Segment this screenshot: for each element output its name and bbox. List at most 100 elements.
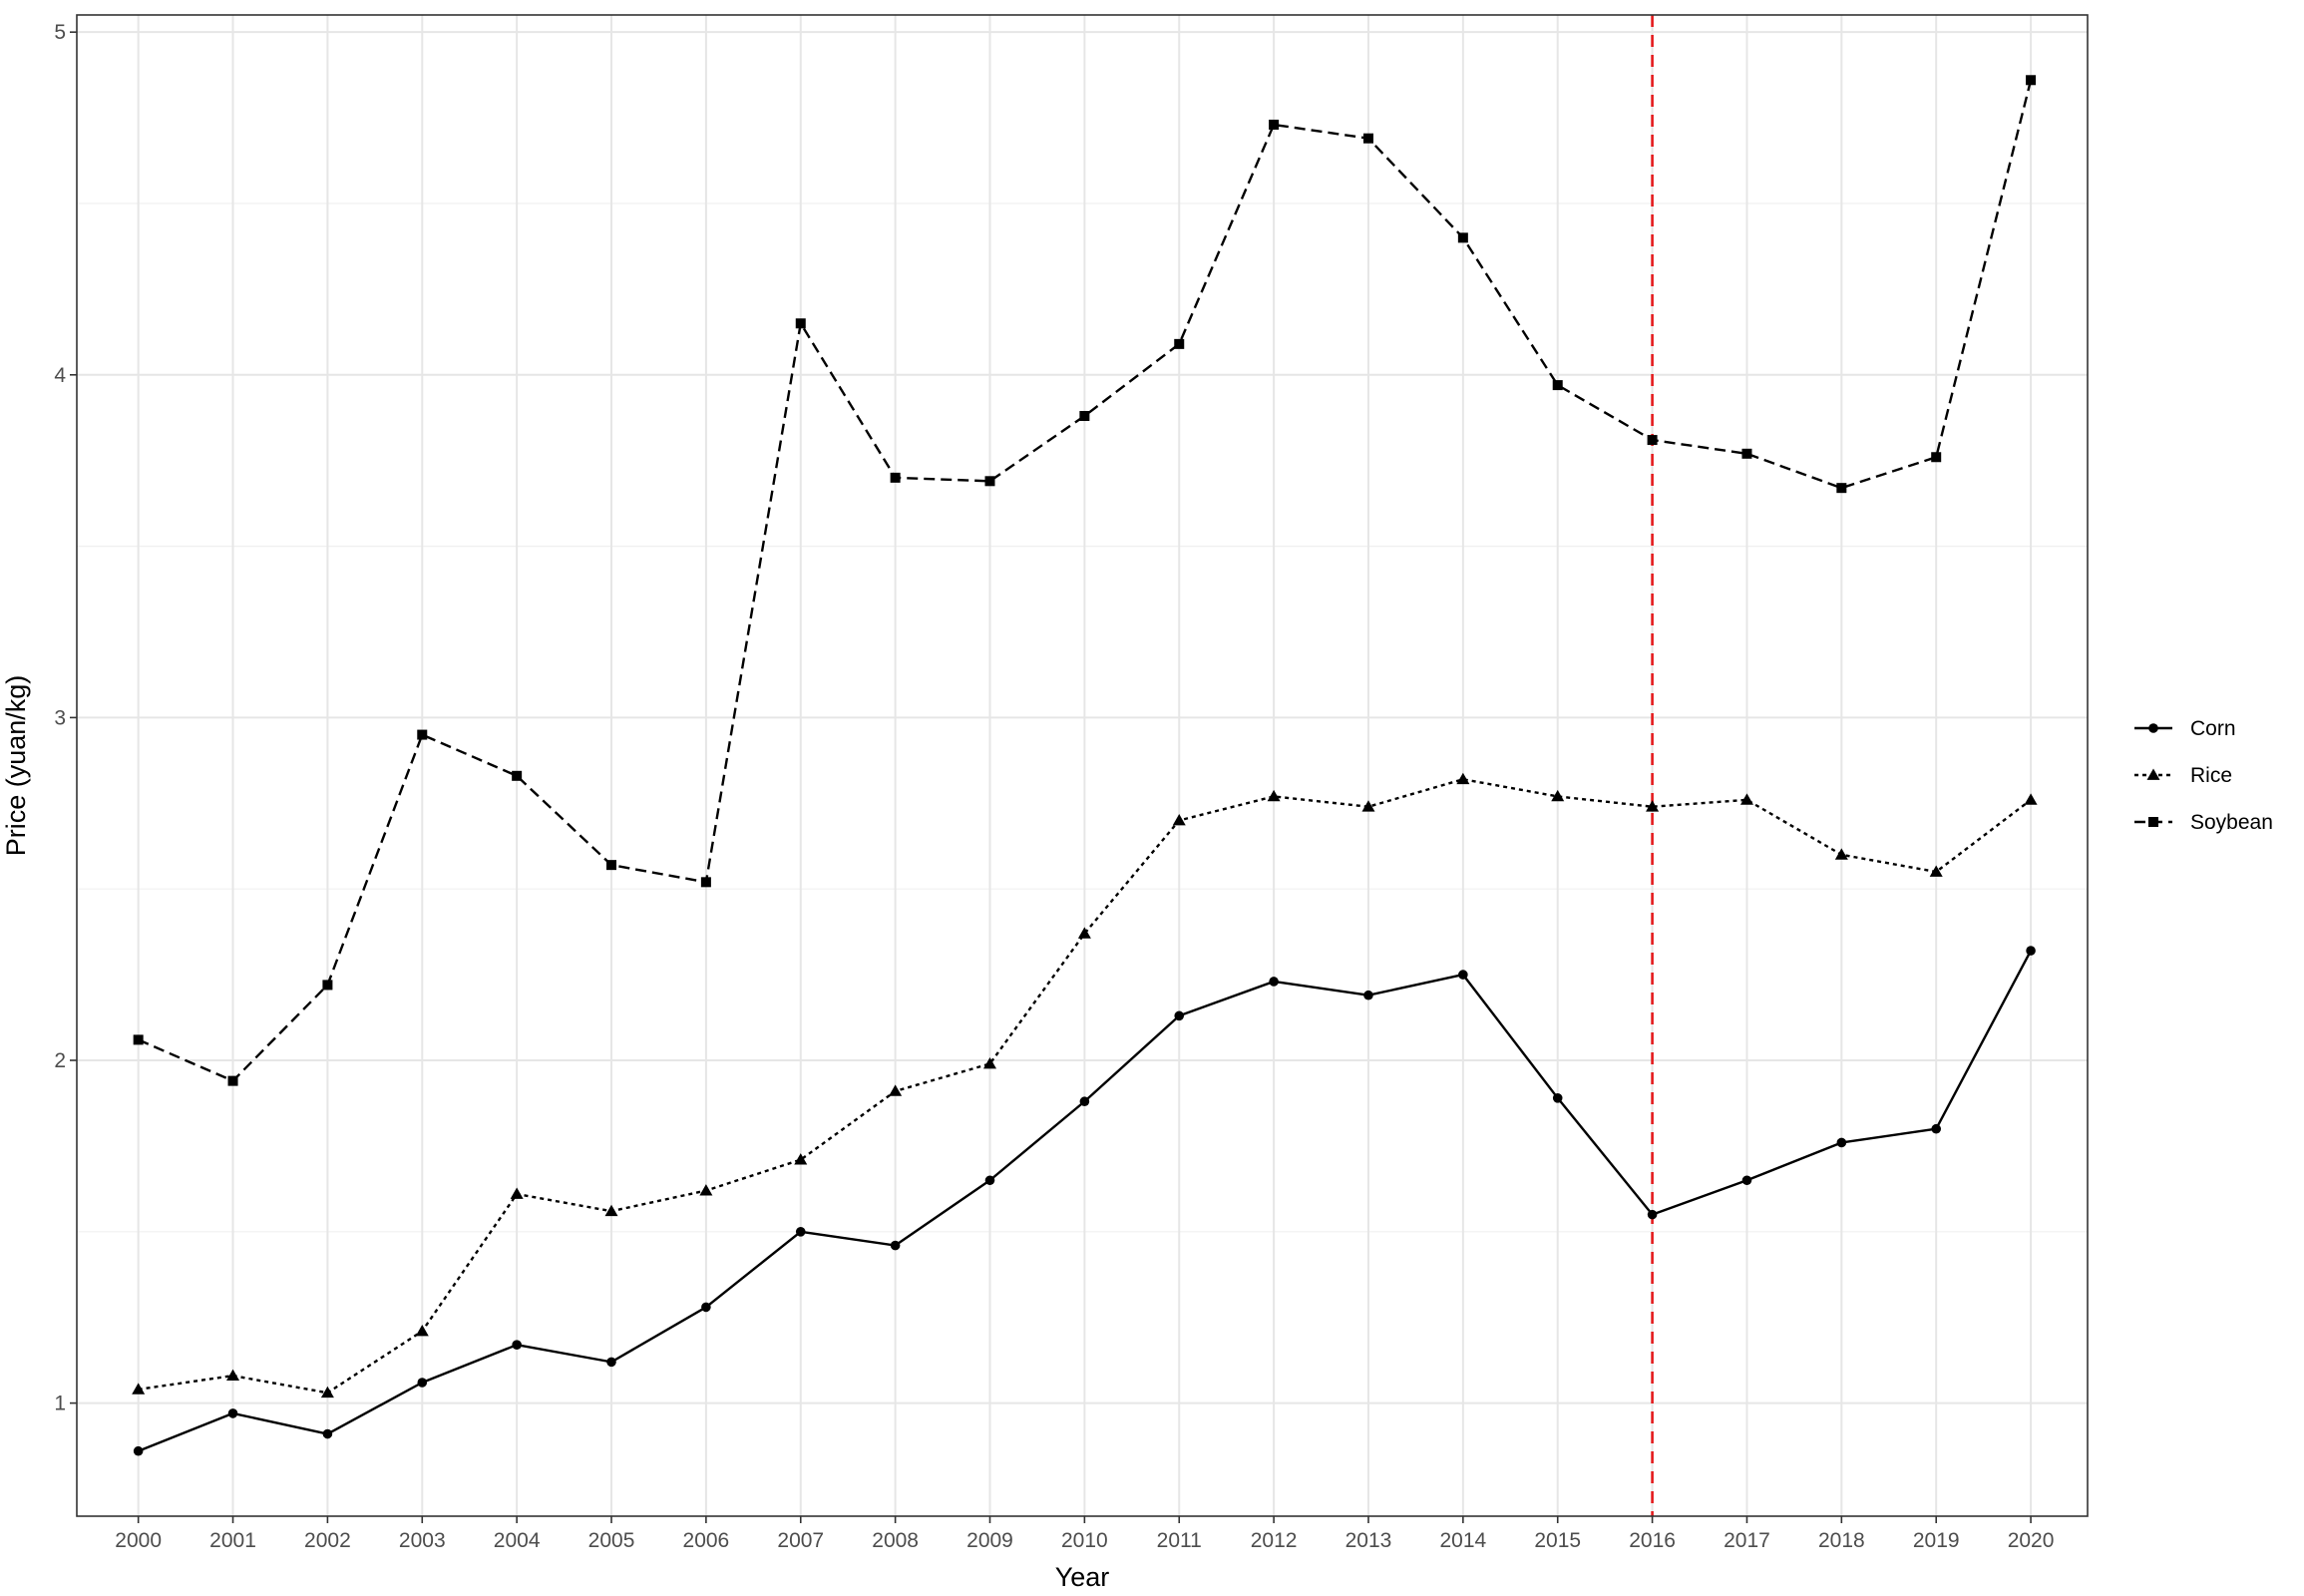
data-point-rice <box>699 1184 713 1196</box>
data-point-rice <box>320 1386 334 1398</box>
x-tick-label: 2005 <box>588 1529 635 1552</box>
data-point-soybean <box>512 770 523 781</box>
data-point-corn <box>1269 977 1279 987</box>
data-point-rice <box>1929 865 1943 877</box>
x-axis: 2000 2001 2002 2003 2004 2005 2006 2007 2008 2009… <box>115 1516 2054 1552</box>
data-point-corn <box>1647 1209 1658 1220</box>
x-tick-label: 2008 <box>872 1529 919 1552</box>
legend-key-marker-soybean <box>2148 817 2158 827</box>
data-point-corn <box>1931 1123 1942 1134</box>
data-point-rice <box>1646 800 1660 812</box>
x-tick-label: 2018 <box>1818 1529 1865 1552</box>
y-axis-title: Price (yuan/kg) <box>1 675 31 857</box>
data-point-soybean <box>2026 75 2037 86</box>
data-point-rice <box>415 1324 429 1337</box>
x-tick-label: 2003 <box>399 1529 446 1552</box>
series-corn <box>133 946 2036 1456</box>
data-point-rice <box>1361 800 1375 812</box>
data-point-corn <box>1079 1096 1090 1107</box>
data-point-soybean <box>1647 435 1658 446</box>
x-tick-label: 2012 <box>1251 1529 1298 1552</box>
data-point-soybean <box>1269 119 1280 130</box>
data-point-soybean <box>984 476 995 487</box>
data-point-rice <box>983 1056 997 1069</box>
data-point-corn <box>795 1227 806 1237</box>
legend-label-corn: Corn <box>2190 717 2236 740</box>
series-rice <box>132 772 2038 1398</box>
y-tick-label: 1 <box>54 1393 66 1415</box>
x-tick-label: 2009 <box>966 1529 1013 1552</box>
data-point-corn <box>227 1408 238 1418</box>
data-point-rice <box>510 1187 524 1199</box>
data-point-rice <box>132 1383 146 1395</box>
y-axis: 1 2 3 4 5 <box>54 21 77 1415</box>
legend: Corn Rice Soybean <box>2134 717 2273 834</box>
data-point-rice <box>889 1084 903 1096</box>
series-layer <box>132 75 2038 1456</box>
data-point-corn <box>1458 970 1468 980</box>
x-tick-label: 2001 <box>209 1529 256 1552</box>
data-point-corn <box>417 1378 428 1388</box>
data-point-corn <box>2026 946 2036 956</box>
x-tick-label: 2004 <box>494 1529 541 1552</box>
panel-border <box>76 14 2089 1517</box>
data-point-soybean <box>227 1075 238 1086</box>
data-point-corn <box>1174 1010 1185 1021</box>
x-tick-label: 2010 <box>1061 1529 1108 1552</box>
legend-label-soybean: Soybean <box>2190 811 2273 834</box>
minor-gridlines <box>77 202 2088 1233</box>
x-tick-label: 2006 <box>683 1529 730 1552</box>
data-point-soybean <box>1079 411 1090 422</box>
data-point-corn <box>322 1428 333 1439</box>
data-point-corn <box>890 1240 901 1251</box>
x-tick-label: 2019 <box>1913 1529 1960 1552</box>
x-tick-label: 2020 <box>2008 1529 2055 1552</box>
x-tick-label: 2015 <box>1534 1529 1581 1552</box>
data-point-rice <box>2024 793 2038 805</box>
data-point-corn <box>1741 1175 1752 1186</box>
data-point-soybean <box>1552 380 1563 391</box>
data-point-corn <box>1363 990 1373 1000</box>
x-axis-title: Year <box>1055 1562 1110 1592</box>
data-point-corn <box>984 1175 995 1186</box>
data-point-rice <box>1077 927 1091 939</box>
y-tick-label: 3 <box>54 706 66 729</box>
data-point-rice <box>604 1204 618 1217</box>
data-point-rice <box>794 1153 808 1165</box>
data-point-rice <box>1834 848 1848 860</box>
x-tick-label: 2007 <box>777 1529 824 1552</box>
data-point-corn <box>1836 1137 1847 1148</box>
data-point-rice <box>1739 793 1753 805</box>
data-point-rice <box>1267 789 1281 802</box>
y-tick-label: 5 <box>54 21 66 44</box>
data-point-corn <box>133 1445 144 1456</box>
data-point-soybean <box>890 472 901 483</box>
data-point-soybean <box>606 860 617 871</box>
x-tick-label: 2011 <box>1157 1529 1202 1552</box>
y-tick-label: 4 <box>54 364 66 387</box>
data-point-corn <box>606 1357 616 1368</box>
data-point-soybean <box>1741 448 1752 459</box>
legend-label-rice: Rice <box>2190 764 2232 787</box>
x-tick-label: 2000 <box>115 1529 162 1552</box>
x-tick-label: 2017 <box>1724 1529 1770 1552</box>
series-line-rice <box>138 778 2032 1395</box>
data-point-corn <box>512 1340 522 1350</box>
data-point-rice <box>1456 772 1470 785</box>
x-tick-label: 2014 <box>1439 1529 1486 1552</box>
series-soybean <box>133 75 2037 1086</box>
legend-key-marker-corn <box>2148 723 2158 733</box>
data-point-soybean <box>417 729 428 740</box>
data-point-soybean <box>1174 338 1185 349</box>
data-point-rice <box>226 1369 240 1381</box>
data-point-soybean <box>795 318 806 329</box>
data-point-soybean <box>133 1034 144 1045</box>
series-line-soybean <box>138 79 2033 1082</box>
x-tick-label: 2002 <box>304 1529 351 1552</box>
data-point-rice <box>1172 813 1186 826</box>
data-point-soybean <box>1362 133 1373 144</box>
data-point-soybean <box>322 980 333 991</box>
x-tick-label: 2016 <box>1629 1529 1676 1552</box>
